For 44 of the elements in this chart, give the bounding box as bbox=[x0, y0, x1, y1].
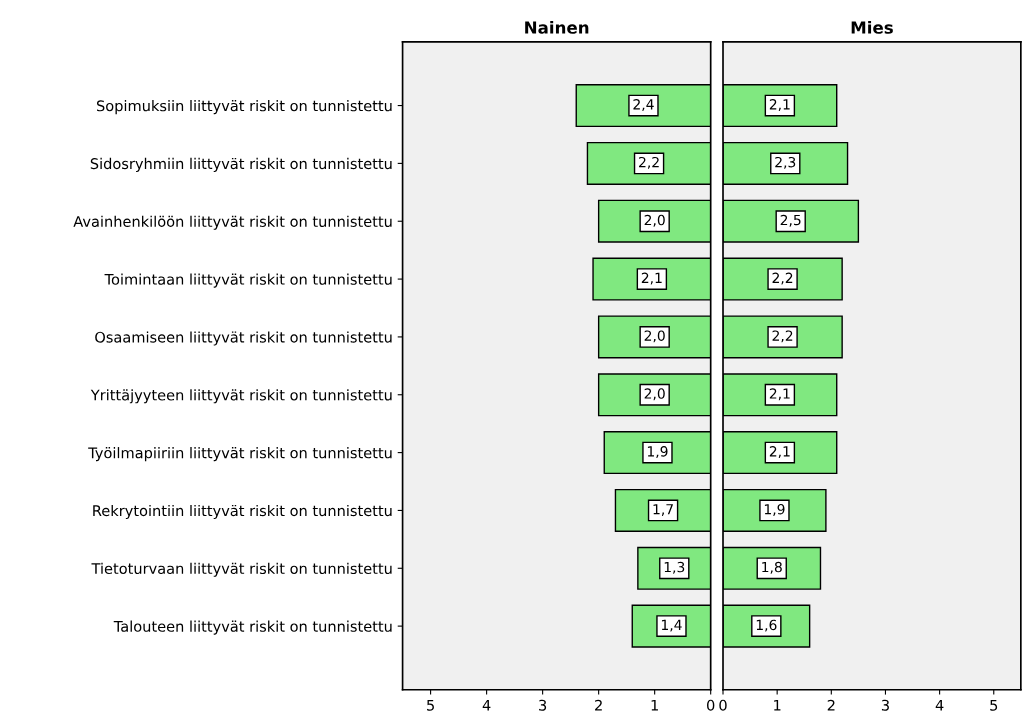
y-tick-label: Tietoturvaan liittyvät riskit on tunnistettu bbox=[91, 562, 392, 577]
x-tick-label: 3 bbox=[881, 699, 889, 711]
y-tick-label: Avainhenkilöön liittyvät riskit on tunnistettu bbox=[73, 215, 392, 230]
data-label: 2,0 bbox=[644, 214, 665, 227]
x-tick-label: 5 bbox=[427, 699, 434, 711]
data-label: 2,4 bbox=[633, 99, 654, 112]
data-label: 2,2 bbox=[772, 330, 793, 343]
chart-title: Nainen bbox=[525, 20, 589, 34]
data-label: 2,0 bbox=[644, 330, 665, 343]
x-tick-label: 2 bbox=[595, 699, 602, 711]
x-tick-label: 4 bbox=[935, 699, 944, 711]
x-tick-label: 5 bbox=[990, 699, 998, 711]
x-tick-label: 2 bbox=[827, 699, 835, 711]
data-label: 1,9 bbox=[764, 503, 785, 516]
x-tick-label: 0 bbox=[707, 699, 715, 711]
data-label: 2,1 bbox=[641, 272, 662, 285]
data-label: 1,8 bbox=[762, 561, 782, 574]
data-label: 2,5 bbox=[780, 214, 801, 227]
data-label: 2,1 bbox=[769, 446, 790, 459]
x-tick-label: 0 bbox=[719, 699, 727, 711]
y-tick-label: Talouteen liittyvät riskit on tunnistettu bbox=[113, 620, 392, 635]
data-label: 1,7 bbox=[653, 504, 673, 516]
y-tick-label: Sidosryhmiin liittyvät riskit on tunnistettu bbox=[90, 157, 392, 172]
y-tick-label: Yrittäjyyteen liittyvät riskit on tunnistettu bbox=[90, 389, 392, 404]
y-tick-label: Toimintaan liittyvät riskit on tunnistettu bbox=[104, 273, 392, 288]
x-tick-label: 1 bbox=[651, 699, 658, 711]
x-tick-label: 4 bbox=[482, 699, 491, 711]
data-label: 1,3 bbox=[664, 561, 685, 574]
data-label: 1,4 bbox=[661, 619, 682, 632]
data-label: 1,9 bbox=[647, 446, 668, 459]
data-label: 2,2 bbox=[639, 156, 659, 169]
data-label: 2,0 bbox=[644, 388, 665, 401]
x-tick-label: 1 bbox=[774, 699, 781, 711]
y-tick-label: Rekrytointiin liittyvät riskit on tunnistettu bbox=[93, 504, 392, 520]
chart-title: Mies bbox=[851, 20, 893, 34]
data-label: 2,3 bbox=[775, 156, 796, 169]
x-tick-label: 3 bbox=[539, 699, 547, 711]
data-label: 2,1 bbox=[769, 99, 790, 112]
data-label: 1,6 bbox=[756, 619, 777, 632]
y-tick-label: Osaamiseen liittyvät riskit on tunnistettu bbox=[95, 331, 392, 346]
y-tick-label: Työilmapiiriin liittyvät riskit on tunnistettu bbox=[88, 447, 392, 462]
data-label: 2,2 bbox=[772, 272, 793, 285]
data-label: 2,1 bbox=[769, 388, 790, 401]
y-tick-label: Sopimuksiin liittyvät riskit on tunnistettu bbox=[96, 100, 392, 115]
